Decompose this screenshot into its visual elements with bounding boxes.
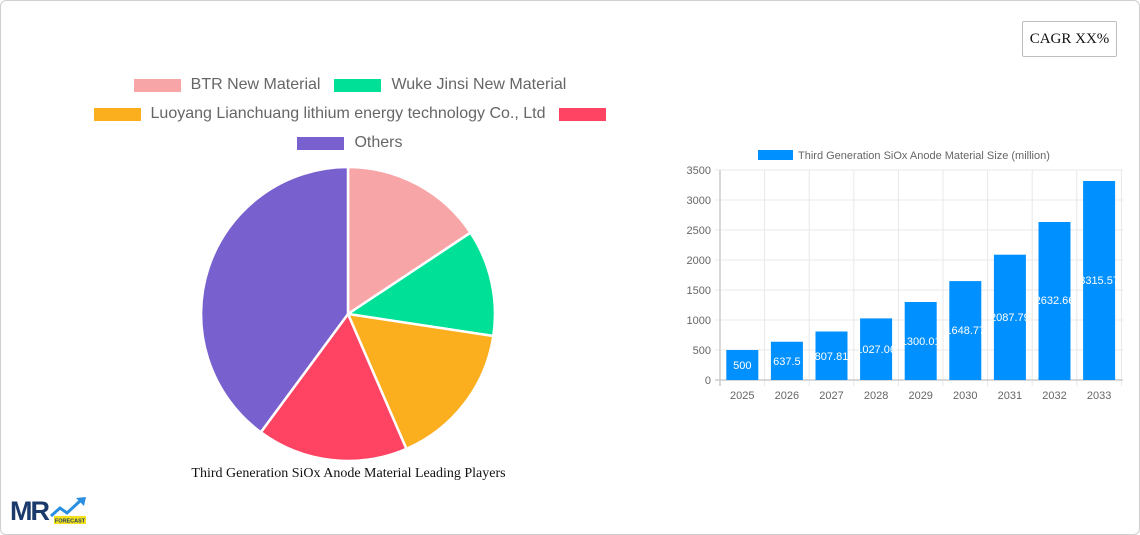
svg-text:500: 500: [733, 360, 751, 372]
bar-2032[interactable]: [1038, 222, 1071, 380]
grid-vertical: [764, 170, 1122, 386]
svg-text:2032: 2032: [1042, 390, 1066, 402]
legend-item-others[interactable]: Others: [297, 134, 403, 152]
svg-text:MR: MR: [10, 496, 49, 526]
legend-swatch: [297, 136, 345, 150]
svg-text:2027: 2027: [819, 390, 843, 402]
svg-text:2030: 2030: [953, 390, 977, 402]
svg-text:500: 500: [693, 345, 711, 357]
bar-chart: Third Generation SiOx Anode Material Siz…: [687, 150, 1123, 402]
svg-text:3315.57: 3315.57: [1079, 275, 1119, 287]
svg-text:0: 0: [705, 375, 711, 387]
x-tick-labels: 2025 2026 2027 2028 2029 2030 2031 2032 …: [730, 390, 1111, 402]
cagr-label: CAGR XX%: [1029, 30, 1110, 47]
pie-chart: [200, 166, 496, 462]
svg-text:2632.66: 2632.66: [1035, 295, 1075, 307]
cagr-badge: CAGR XX%: [1022, 21, 1117, 57]
pie-legend-row-3: Others: [0, 134, 700, 152]
svg-text:3500: 3500: [687, 165, 711, 177]
bar-2028[interactable]: [860, 318, 893, 380]
pie-slice-others[interactable]: [200, 166, 350, 434]
bar-legend-swatch: [758, 150, 793, 160]
pie-slice-btr[interactable]: [346, 166, 472, 316]
bar-2033[interactable]: [1083, 181, 1116, 380]
legend-label: BTR New Material: [190, 76, 321, 93]
legend-swatch: [334, 78, 382, 92]
bar-2026[interactable]: [770, 341, 803, 380]
svg-text:2026: 2026: [775, 390, 799, 402]
svg-text:2000: 2000: [687, 255, 711, 267]
svg-text:637.5: 637.5: [773, 356, 801, 368]
svg-text:807.81: 807.81: [815, 351, 849, 363]
legend-item-unnamed[interactable]: [559, 107, 607, 121]
legend-item-luoyang[interactable]: Luoyang Lianchuang lithium energy techno…: [93, 105, 546, 123]
svg-text:1000: 1000: [687, 315, 711, 327]
bar-2030[interactable]: [949, 281, 982, 380]
legend-item-wuke[interactable]: Wuke Jinsi New Material: [334, 76, 566, 94]
pie-slice-luoyang[interactable]: [346, 312, 495, 451]
legend-label: Others: [354, 134, 403, 151]
svg-text:2028: 2028: [864, 390, 888, 402]
svg-text:1648.77: 1648.77: [945, 325, 985, 337]
svg-text:2500: 2500: [687, 225, 711, 237]
legend-label: Wuke Jinsi New Material: [391, 76, 567, 93]
legend-label: Luoyang Lianchuang lithium energy techno…: [150, 105, 546, 122]
bar-series: [726, 181, 1116, 381]
svg-text:2029: 2029: [908, 390, 932, 402]
pie-title: Third Generation SiOx Anode Material Lea…: [191, 466, 506, 481]
svg-text:3000: 3000: [687, 195, 711, 207]
svg-text:1027.06: 1027.06: [856, 344, 896, 356]
bar-2031[interactable]: [993, 254, 1026, 380]
mr-forecast-logo: MR FORECAST: [10, 496, 86, 526]
svg-text:2033: 2033: [1087, 390, 1111, 402]
pie-legend-row-2: Luoyang Lianchuang lithium energy techno…: [0, 105, 700, 123]
pie-slice-unnamed[interactable]: [259, 312, 408, 462]
legend-swatch: [93, 107, 141, 121]
svg-text:2025: 2025: [730, 390, 754, 402]
svg-text:FORECAST: FORECAST: [55, 519, 86, 525]
y-tick-labels: 3500 3000 2500 2000 1500 1000 500 0: [687, 165, 711, 387]
svg-text:2031: 2031: [998, 390, 1022, 402]
pie-slice-wuke[interactable]: [346, 231, 496, 338]
bar-data-labels: 500 637.5 807.81 1027.06 1300.01 1648.77…: [733, 275, 1119, 372]
legend-swatch: [559, 107, 607, 121]
legend-item-btr[interactable]: BTR New Material: [133, 76, 321, 94]
trend-arrow-icon: [50, 499, 82, 518]
bar-2025[interactable]: [726, 350, 759, 380]
svg-text:1300.01: 1300.01: [901, 336, 941, 348]
svg-text:1500: 1500: [687, 285, 711, 297]
bar-legend-label[interactable]: Third Generation SiOx Anode Material Siz…: [798, 150, 1050, 162]
bar-2027[interactable]: [815, 331, 848, 381]
bar-2029[interactable]: [904, 302, 937, 380]
svg-text:2087.79: 2087.79: [990, 312, 1030, 324]
legend-swatch: [133, 78, 181, 92]
pie-legend-row-1: BTR New Material Wuke Jinsi New Material: [0, 76, 700, 94]
